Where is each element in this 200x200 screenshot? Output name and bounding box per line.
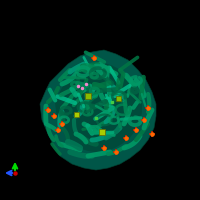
Polygon shape [40,50,156,170]
Bar [95,117,97,119]
Bar [116,96,120,100]
Polygon shape [55,62,142,152]
Bar [74,112,78,116]
Bar [111,101,113,103]
Bar [99,129,105,135]
Bar [85,93,91,99]
